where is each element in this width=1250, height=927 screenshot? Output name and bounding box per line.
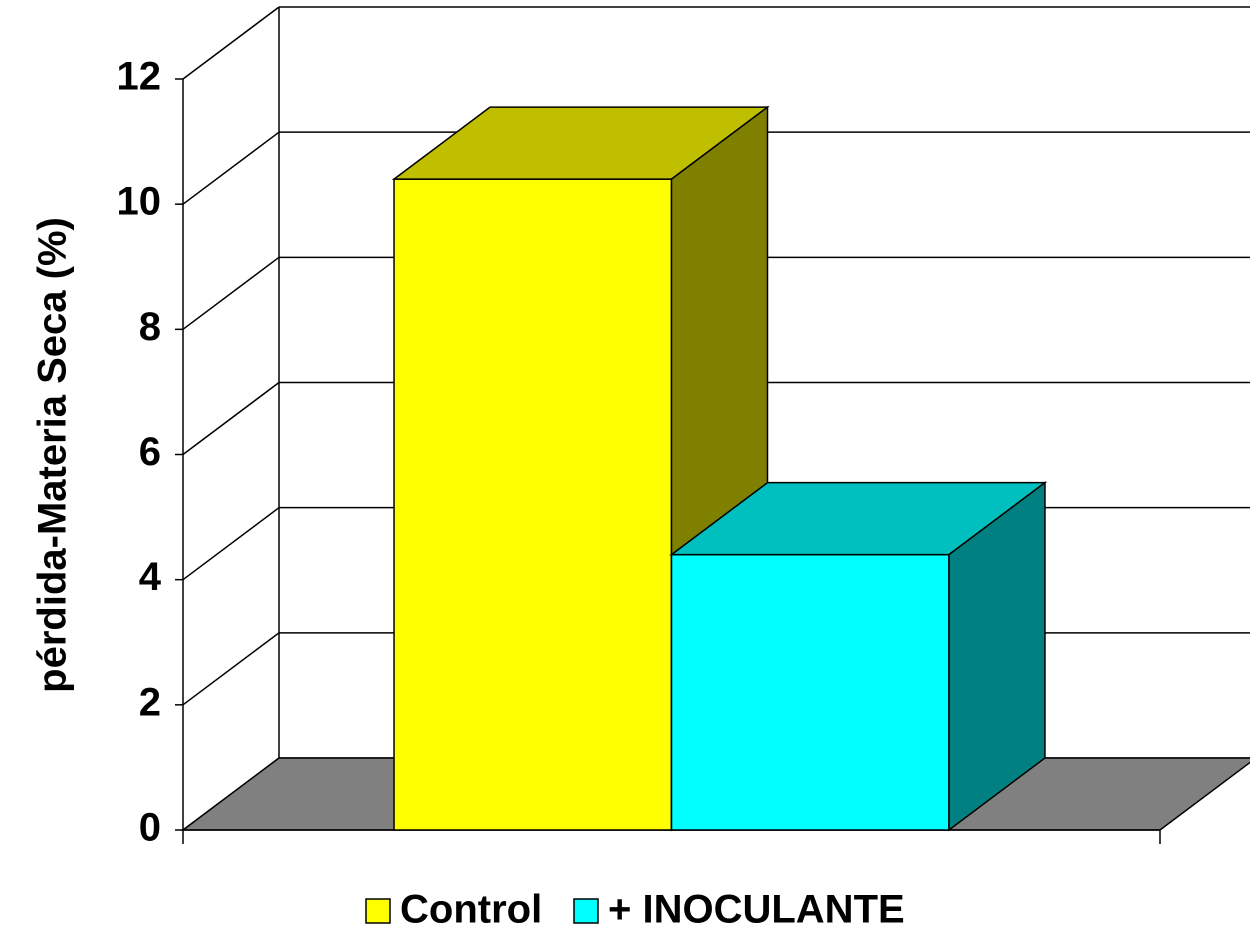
- grid-line-side: [182, 131, 280, 205]
- bar: [393, 178, 673, 831]
- y-tick-label: 0: [139, 806, 161, 850]
- grid-line-side: [182, 381, 280, 456]
- y-tick-label: 8: [139, 305, 161, 349]
- legend-swatch: [365, 898, 391, 924]
- grid-line-side: [182, 6, 280, 80]
- bar: [670, 553, 950, 831]
- grid-line-side: [182, 507, 280, 581]
- legend-label: + INOCULANTE: [608, 888, 905, 927]
- y-tick-label: 10: [117, 180, 162, 224]
- y-tick-label: 4: [139, 555, 162, 599]
- grid-line-side: [182, 256, 280, 330]
- y-axis-label: pérdida-Materia Seca (%): [31, 217, 75, 693]
- legend-swatch: [573, 898, 599, 924]
- y-tick-label: 2: [139, 680, 161, 724]
- y-tick-label: 12: [117, 55, 162, 99]
- grid-line-side: [182, 632, 280, 706]
- y-tick-label: 6: [139, 430, 161, 474]
- legend-label: Control: [400, 888, 542, 927]
- bar-side: [948, 481, 1046, 832]
